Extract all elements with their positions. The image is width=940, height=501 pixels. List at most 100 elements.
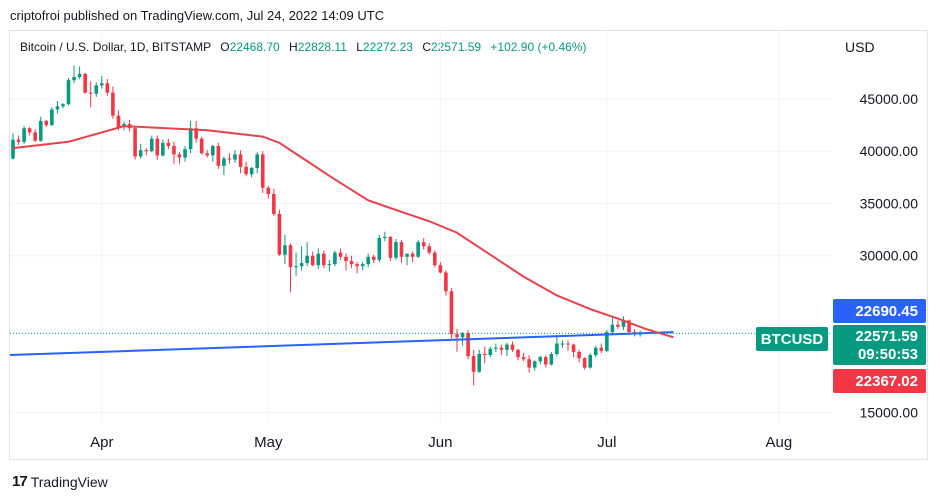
- candle-body: [482, 354, 487, 356]
- candle-body: [27, 128, 32, 133]
- low-price-label-bg: [833, 369, 926, 393]
- change-value: +102.90 (+0.46%): [490, 40, 587, 54]
- time-axis: Apr May Jun Jul Aug: [90, 434, 792, 451]
- candle-body: [249, 167, 254, 175]
- y-tick-label: 15000.00: [860, 405, 919, 421]
- low-label: L: [356, 40, 363, 54]
- candle-body: [288, 245, 293, 268]
- candle-body: [355, 264, 359, 267]
- symbol-tag: BTCUSD: [756, 327, 828, 351]
- last-price-label-text: 09:50:53: [858, 346, 918, 363]
- candle-body: [199, 138, 204, 154]
- candle-body: [610, 324, 615, 333]
- candle-body: [83, 73, 87, 93]
- candle-body: [138, 150, 143, 157]
- candle-body: [188, 128, 193, 150]
- candle-body: [205, 153, 210, 156]
- y-tick-label: 40000.00: [860, 143, 919, 159]
- candle-body: [322, 253, 326, 266]
- x-tick-label: Jun: [428, 434, 452, 451]
- tradingview-logo-icon: 17: [12, 473, 28, 490]
- candle-body: [77, 73, 82, 77]
- candle-body: [455, 334, 459, 338]
- candle-body: [427, 246, 432, 253]
- candle-body: [55, 106, 60, 110]
- low-price-label: 22367.02: [833, 369, 926, 393]
- candle-body: [605, 332, 609, 351]
- candle-body: [277, 213, 282, 255]
- candle-body: [566, 343, 570, 345]
- candle-body: [66, 80, 71, 105]
- high-price-label-bg: [833, 299, 926, 323]
- x-tick-label: Aug: [766, 434, 793, 451]
- candlestick-series: [11, 65, 642, 386]
- candle-body: [488, 348, 493, 356]
- open-label: O: [220, 40, 230, 54]
- candle-body: [316, 253, 321, 266]
- x-tick-label: Apr: [90, 434, 113, 451]
- candle-body: [521, 357, 526, 360]
- candle-body: [410, 253, 415, 257]
- candle-body: [194, 128, 198, 139]
- candle-body: [499, 347, 504, 350]
- candle-body: [272, 194, 276, 214]
- last-price-label-bg: [833, 325, 926, 365]
- candle-body: [94, 85, 99, 94]
- chart-frame: [9, 30, 928, 460]
- candle-body: [222, 158, 226, 166]
- candle-body: [544, 357, 548, 365]
- candle-body: [444, 272, 448, 292]
- candle-body: [416, 242, 420, 257]
- grid-lines: [10, 31, 832, 423]
- candle-body: [33, 132, 37, 141]
- candle-body: [183, 149, 187, 158]
- candle-body: [144, 150, 148, 152]
- candle-body: [44, 120, 49, 126]
- candle-body: [177, 154, 182, 158]
- candle-body: [16, 139, 21, 142]
- candle-body: [260, 154, 265, 188]
- candle-body: [394, 242, 398, 258]
- candle-body: [516, 349, 520, 358]
- candle-body: [22, 128, 26, 142]
- last-price-label-text: 22571.59: [855, 328, 918, 345]
- high-value: 22828.11: [297, 40, 347, 54]
- x-tick-label: May: [254, 434, 283, 451]
- candle-body: [460, 333, 465, 338]
- candle-body: [571, 344, 576, 352]
- x-tick-label: Jul: [597, 434, 616, 451]
- candle-body: [255, 154, 259, 168]
- candle-body: [227, 158, 232, 160]
- candle-body: [371, 256, 376, 260]
- candle-body: [593, 347, 598, 356]
- candle-body: [383, 236, 387, 238]
- candle-body: [111, 92, 115, 116]
- candle-body: [366, 256, 370, 265]
- candle-body: [72, 76, 76, 81]
- candle-body: [627, 320, 631, 333]
- candle-body: [333, 252, 337, 265]
- brand-name: TradingView: [30, 473, 108, 490]
- trend-line: [9, 331, 674, 357]
- candle-body: [11, 139, 15, 159]
- candle-body: [582, 358, 587, 368]
- candle-body: [266, 187, 271, 195]
- candle-body: [283, 245, 287, 255]
- footer-brand[interactable]: 17 TradingView: [12, 473, 108, 490]
- candle-body: [477, 354, 481, 372]
- candle-body: [105, 83, 110, 93]
- candle-body: [494, 347, 498, 349]
- candle-body: [344, 256, 348, 261]
- candle-body: [338, 252, 343, 257]
- currency-label: USD: [845, 39, 875, 55]
- candle-body: [555, 343, 559, 355]
- candle-body: [466, 333, 470, 357]
- close-value: 22571.59: [431, 40, 482, 54]
- candle-body: [471, 356, 476, 372]
- candle-body: [588, 355, 592, 368]
- candle-body: [621, 320, 626, 327]
- candle-body: [61, 104, 65, 107]
